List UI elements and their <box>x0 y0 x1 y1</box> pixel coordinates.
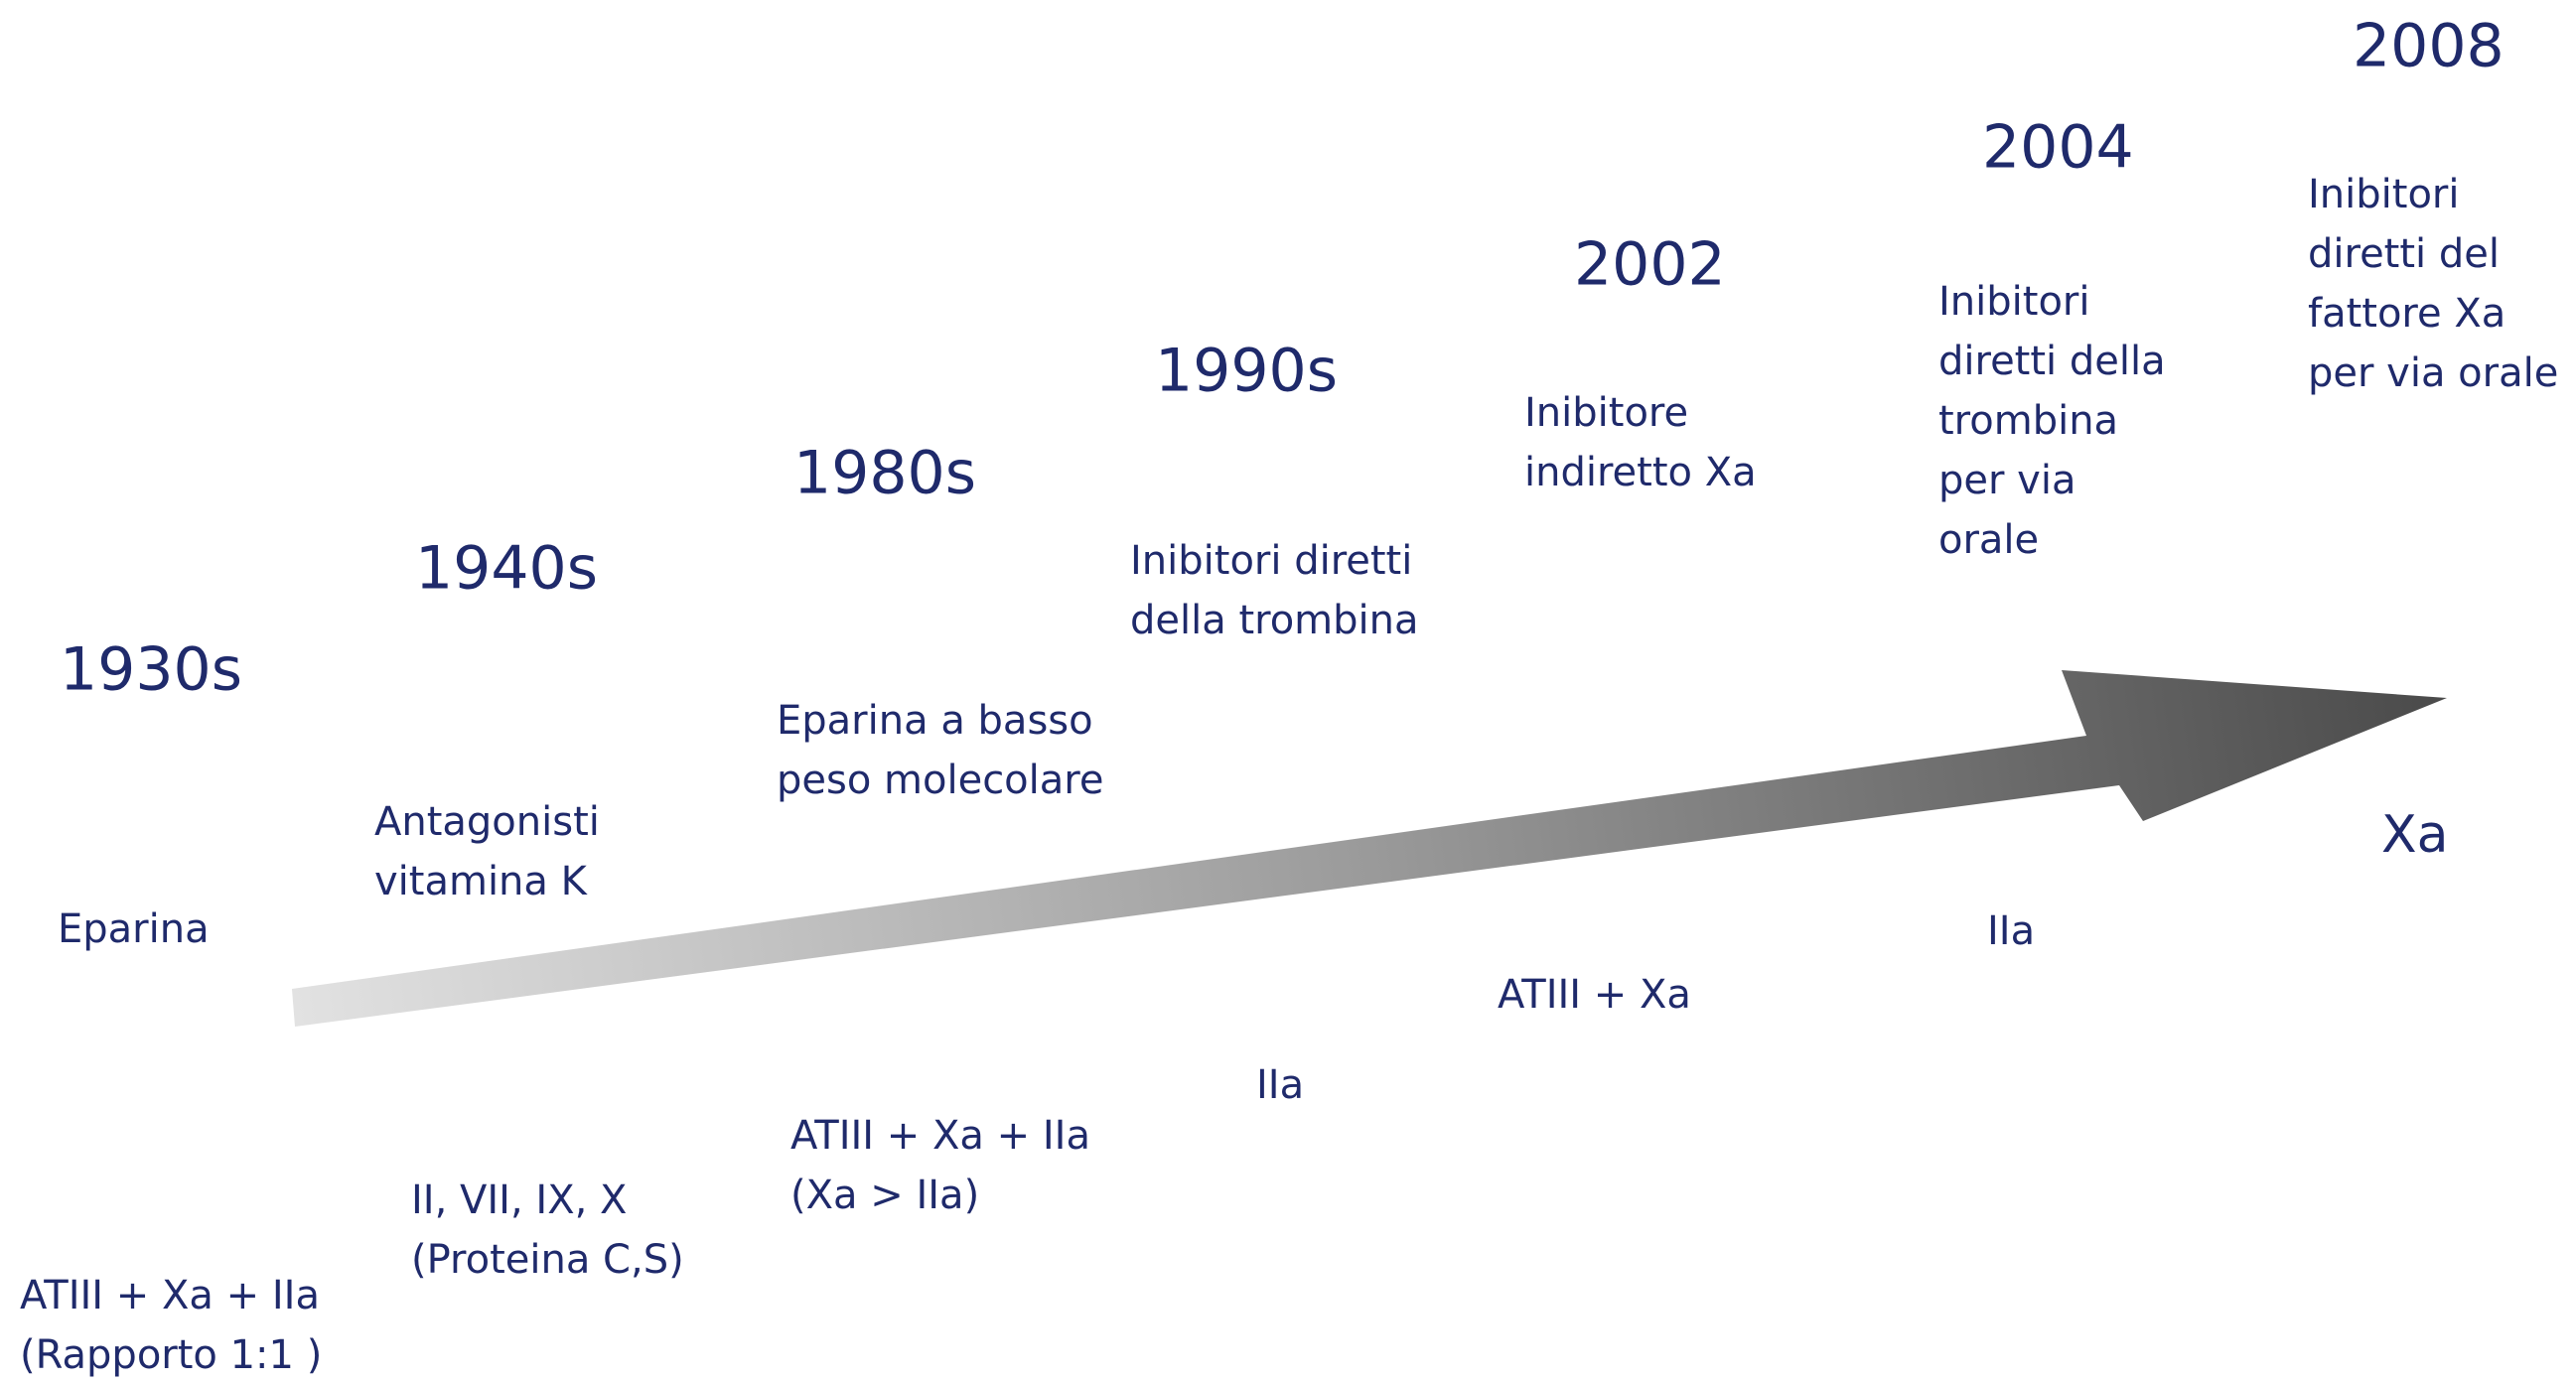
event-target: IIa <box>1987 908 2035 954</box>
event-year: 2008 <box>2353 12 2504 81</box>
event-description: vitamina K <box>374 859 589 904</box>
event-description: orale <box>1938 517 2039 563</box>
event-year: 1990s <box>1155 337 1338 406</box>
event-description: Inibitori <box>2308 172 2459 217</box>
event-target: (Xa > IIa) <box>790 1173 979 1218</box>
event-description: Inibitore <box>1524 390 1688 436</box>
event-description: diretti della <box>1938 339 2166 384</box>
event-target: ATIII + Xa + IIa <box>20 1273 320 1318</box>
event-description: fattore Xa <box>2308 291 2505 337</box>
event-description: Eparina <box>58 906 210 952</box>
event-target: II, VII, IX, X <box>411 1177 627 1223</box>
event-year: 2002 <box>1574 230 1726 300</box>
event-description: della trombina <box>1130 598 1419 643</box>
event-description: Inibitori <box>1938 279 2089 325</box>
event-description: Inibitori diretti <box>1130 538 1412 584</box>
event-description: Eparina a basso <box>777 698 1093 744</box>
event-year: 1940s <box>415 534 598 604</box>
event-description: indiretto Xa <box>1524 450 1757 495</box>
event-description: trombina <box>1938 398 2118 444</box>
event-description: diretti del <box>2308 231 2500 277</box>
event-description: per via <box>1938 458 2075 503</box>
event-description: per via orale <box>2308 350 2558 396</box>
event-year: 2004 <box>1982 113 2134 183</box>
event-target: Xa <box>2381 805 2449 865</box>
event-description: Antagonisti <box>374 799 600 845</box>
event-target: IIa <box>1256 1062 1304 1108</box>
event-year: 1930s <box>60 635 242 705</box>
event-target: (Rapporto 1:1 ) <box>20 1332 322 1378</box>
event-description: peso molecolare <box>777 758 1103 803</box>
event-year: 1980s <box>793 439 976 508</box>
event-target: (Proteina C,S) <box>411 1237 684 1283</box>
timeline-arrow <box>292 670 2447 1027</box>
event-target: ATIII + Xa + IIa <box>790 1113 1090 1159</box>
event-target: ATIII + Xa <box>1498 972 1691 1018</box>
